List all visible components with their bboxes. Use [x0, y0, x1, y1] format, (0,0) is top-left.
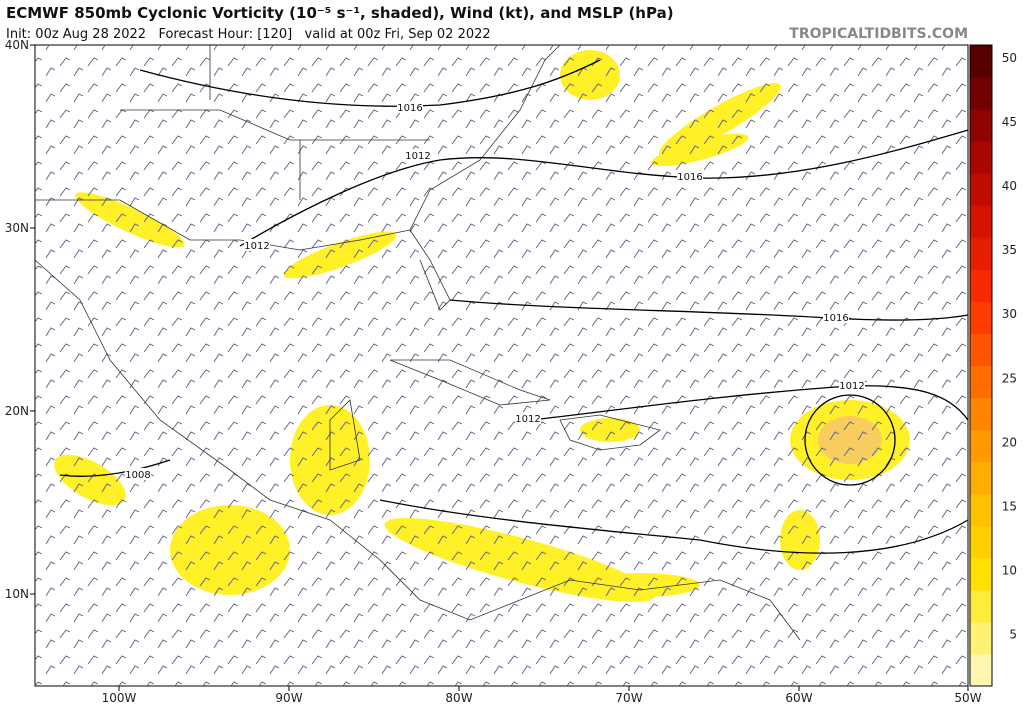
- colorbar-segment: [970, 173, 992, 206]
- isobar-label: 1016: [397, 103, 422, 114]
- isobar-labels: 1016 1012 1016 1012 1016 1012 1012 1008: [125, 101, 865, 481]
- isobars: [59, 59, 969, 554]
- isobar-label: 1012: [515, 414, 540, 425]
- colorbar-label: 25: [1002, 371, 1017, 385]
- colorbar-label: 35: [1002, 243, 1017, 257]
- colorbar-segment: [970, 333, 992, 366]
- lon-label: 90W: [275, 691, 302, 705]
- isobar-label: 1012: [405, 151, 430, 162]
- colorbar-segment: [970, 205, 992, 238]
- isobar-label-bg: [125, 468, 151, 480]
- watermark: TROPICALTIDBITS.COM: [789, 26, 968, 42]
- wind-barbs: [35, 45, 968, 686]
- colorbar-segment: [970, 45, 992, 78]
- isobar-label: 1016: [677, 172, 702, 183]
- isobar-label-bg: [405, 149, 431, 161]
- isobar-label-bg: [397, 101, 423, 113]
- lon-label: 100W: [102, 691, 137, 705]
- colorbar-segment: [970, 237, 992, 270]
- isobar-label: 1012: [839, 381, 864, 392]
- isobar-label-bg: [823, 311, 849, 323]
- colorbar-segment: [970, 461, 992, 495]
- subtitle: Init: 00z Aug 28 2022 Forecast Hour: [12…: [6, 27, 491, 42]
- colorbar-frame: [969, 44, 993, 687]
- map-panel: 1016 1012 1016 1012 1016 1012 1012 1008: [34, 44, 969, 687]
- isobar-label-bg: [677, 170, 703, 182]
- lat-label: 40N: [5, 38, 29, 52]
- isobar-label: 1008: [125, 470, 150, 481]
- lat-label: 30N: [5, 221, 29, 235]
- colorbar-label: 30: [1002, 307, 1017, 321]
- colorbar-label: 40: [1002, 179, 1017, 193]
- colorbar-label: 15: [1002, 500, 1017, 514]
- colorbar-label: 50: [1002, 51, 1017, 65]
- lon-label: 70W: [615, 691, 642, 705]
- colorbar-segment: [970, 269, 992, 302]
- colorbar: 5 10 15 20 25 30 35 40 45 50: [969, 44, 1017, 687]
- colorbar-label: 45: [1002, 115, 1017, 129]
- isobar-label: 1016: [823, 313, 848, 324]
- colorbar-segment: [970, 397, 992, 431]
- colorbar-segment: [970, 109, 992, 142]
- colorbar-segment: [970, 301, 992, 334]
- colorbar-segment: [970, 525, 992, 559]
- colorbar-segment: [970, 653, 992, 687]
- colorbar-label: 10: [1002, 564, 1017, 578]
- colorbar-segment: [970, 365, 992, 399]
- lon-label: 50W: [954, 691, 981, 705]
- lon-label: 60W: [785, 691, 812, 705]
- isobar-label-bg: [515, 412, 541, 424]
- isobar-label: 1012: [244, 241, 269, 252]
- colorbar-segment: [970, 429, 992, 463]
- title: ECMWF 850mb Cyclonic Vorticity (10⁻⁵ s⁻¹…: [6, 4, 674, 22]
- colorbar-segment: [970, 77, 992, 110]
- colorbar-label: 20: [1002, 435, 1017, 449]
- lon-label: 80W: [445, 691, 472, 705]
- colorbar-segment: [970, 141, 992, 174]
- colorbar-segment: [970, 493, 992, 527]
- axes: 40N 30N 20N 10N 100W 90W 80W 70W 60W 50W: [5, 38, 982, 705]
- colorbar-segment: [970, 621, 992, 655]
- colorbar-segment: [970, 589, 992, 623]
- isobar-label-bg: [839, 379, 865, 391]
- colorbar-label: 5: [1009, 628, 1017, 642]
- lat-label: 10N: [5, 587, 29, 601]
- isobar-label-bg: [244, 239, 270, 251]
- lat-label: 20N: [5, 404, 29, 418]
- colorbar-segment: [970, 557, 992, 591]
